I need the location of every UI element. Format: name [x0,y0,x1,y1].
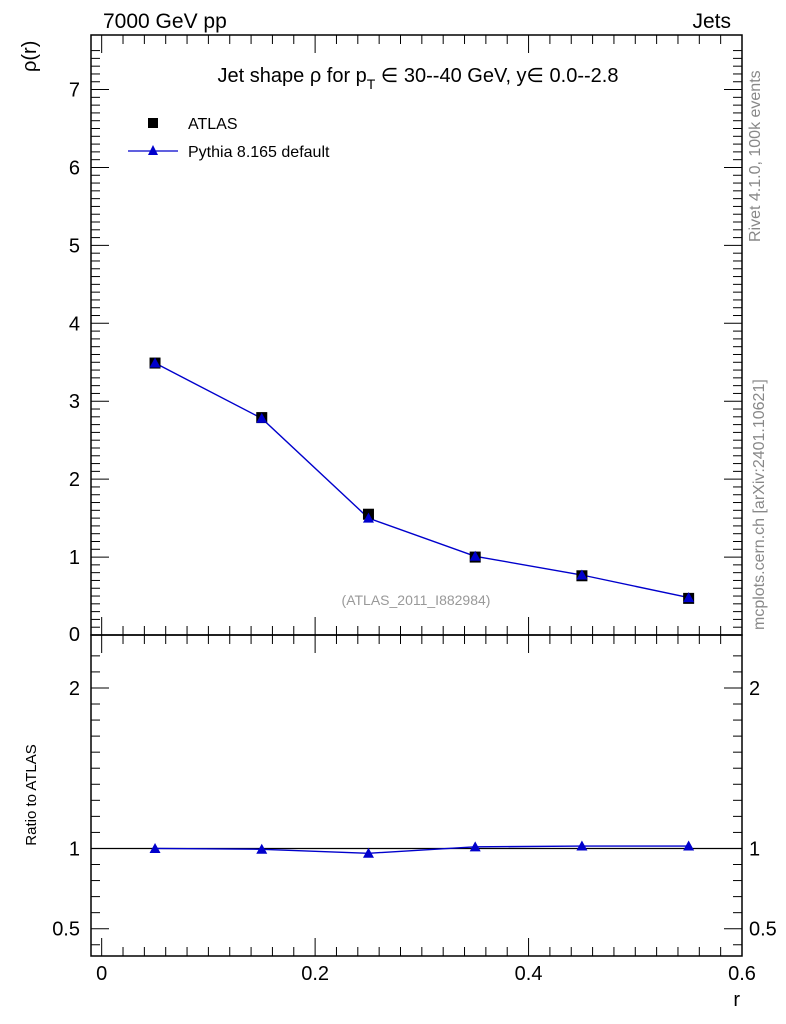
analysis-watermark: (ATLAS_2011_I882984) [342,592,491,608]
ratio-y-tick-label-right: 1 [749,838,760,860]
main-y-axis-label: ρ(r) [19,41,41,72]
pythia-data-point [256,412,268,423]
main-series [149,357,695,604]
main-y-tick-label-zero: 0 [69,624,80,646]
legend-pythia-label: Pythia 8.165 default [188,144,330,161]
pythia-data-point [576,569,588,580]
main-y-tick-label: 4 [69,313,80,335]
legend-pythia-marker [148,145,158,155]
main-y-tick-label: 5 [69,235,80,257]
pythia-series-line [154,362,689,599]
ratio-data-point [256,843,268,854]
x-axis-label: r [733,989,740,1011]
ratio-data-point [469,841,481,852]
mcplots-label: mcplots.cern.ch [arXiv:2401.10621] [751,379,768,630]
ratio-series-line [155,845,689,854]
rivet-version-label: Rivet 4.1.0, 100k events [747,70,764,242]
header-right-label: Jets [692,10,731,33]
main-y-tick-label: 3 [69,391,80,413]
ratio-data-point [683,840,695,851]
ratio-data-point [362,847,374,858]
main-ticks [91,35,743,636]
legend: ATLAS Pythia 8.165 default [128,116,330,161]
ratio-y-tick-label: 0.5 [52,919,80,941]
main-y-tick-label: 7 [69,80,80,102]
main-y-tick-label: 6 [69,157,80,179]
pythia-data-point [469,550,481,561]
ratio-plot-frame [90,634,743,957]
main-y-tick-label: 1 [69,547,80,569]
ratio-data-point [149,842,161,853]
legend-atlas-label: ATLAS [188,116,238,133]
header-left-label: 7000 GeV pp [103,10,227,33]
ratio-y-tick-label-right: 0.5 [749,919,777,941]
main-y-tick-label: 2 [69,469,80,491]
pythia-data-point [362,512,374,523]
ratio-ticks [91,635,743,956]
legend-atlas-marker [148,118,158,128]
ratio-series [91,840,742,858]
x-tick-label: 0.6 [728,963,756,985]
ratio-y-tick-label: 1 [69,838,80,860]
x-tick-label: 0.2 [301,963,329,985]
pythia-data-point [149,357,161,368]
ratio-y-tick-label-right: 2 [749,678,760,700]
x-tick-label: 0.4 [515,963,543,985]
pythia-data-point [683,592,695,603]
x-tick-label: 0 [96,963,107,985]
ratio-panel: 0.5 0.5 1 1 2 2 0 0.2 0.4 0.6 Ratio to ATLAS r [23,634,777,1011]
main-ytick-labels: 1 2 3 4 5 6 7 0 [69,80,80,646]
chart-title: Jet shape ρ for pT ∈ 30--40 GeV, y∈ 0.0-… [218,65,619,92]
ratio-y-tick-label: 2 [69,678,80,700]
ratio-tick-labels: 0.5 0.5 1 1 2 2 0 0.2 0.4 0.6 [52,678,777,985]
main-panel: 1 2 3 4 5 6 7 0 ρ(r) Jet shape ρ for pT ∈ 30--4… [19,34,743,646]
ratio-y-axis-label: Ratio to ATLAS [23,744,40,845]
ratio-data-point [576,840,588,851]
